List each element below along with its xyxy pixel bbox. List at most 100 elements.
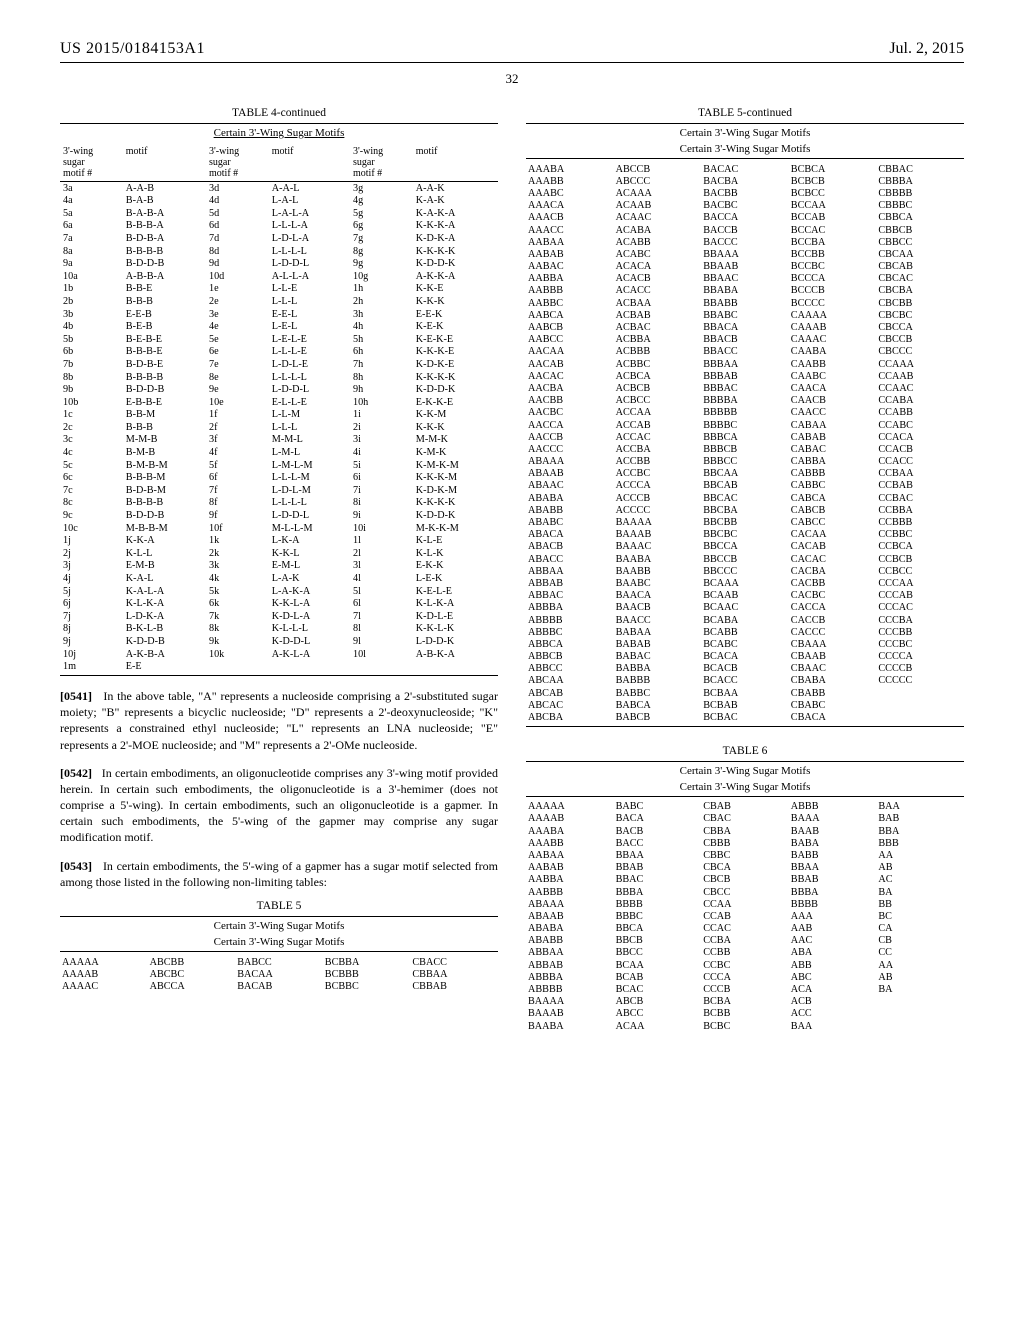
table-row: AABBBBBBACBCCBBBABA — [526, 886, 964, 898]
t4-h2: motif — [123, 145, 206, 181]
table5-cont: AAABAABCCBBACACBCBCACBBACAAABBABCCCBACBA… — [526, 163, 964, 724]
table-row: AACCCACCBABBBCBCABACCCACB — [526, 443, 964, 455]
table-row: 3jE-M-B3kE-M-L3lE-K-K — [60, 560, 498, 573]
table-row: 7cB-D-B-M7fL-D-L-M7iK-D-K-M — [60, 484, 498, 497]
table-row: AAACAACAABBACBCBCCAACBBBC — [526, 200, 964, 212]
table-row: 2jK-L-L2kK-K-L2lK-L-K — [60, 547, 498, 560]
table-row: ABBABBCAACCBCABBAA — [526, 959, 964, 971]
table-row: AABCBACBACBBACACAAABCBCCA — [526, 321, 964, 333]
table6-sub1: Certain 3'-Wing Sugar Motifs — [526, 765, 964, 777]
table-row: AACBAACBCBBBBACCAACACCAAC — [526, 382, 964, 394]
table-row: 8aB-B-B-B8dL-L-L-L8gK-K-K-K — [60, 245, 498, 258]
table-row: AAAAABABCCBABABBBBAA — [526, 801, 964, 813]
table-row: 4cB-M-B4fL-M-L4iK-M-K — [60, 446, 498, 459]
table-row: 9cB-D-D-B9fL-D-D-L9iK-D-D-K — [60, 509, 498, 522]
table-row: ABBCCBABBABCACBCBAACCCCCB — [526, 663, 964, 675]
table-row: AABCAACBABBBABCCAAAACBCBC — [526, 309, 964, 321]
table-row: AAABAABCCBBACACBCBCACBBAC — [526, 163, 964, 175]
table-row: ABACBBAAACBBCCACACABCCBCA — [526, 541, 964, 553]
table-row: ABABAACCCBBBCACCABCACCBAC — [526, 492, 964, 504]
table-row: AAAABABCBCBACAABCBBBCBBAA — [60, 968, 498, 980]
table-row: ABBAABAABBBBCCCCACBACCBCC — [526, 565, 964, 577]
table5cont-title: TABLE 5-continued — [526, 107, 964, 119]
table-row: ABBBABCABCCCAABCAB — [526, 971, 964, 983]
table-row: 5bB-E-B-E5eL-E-L-E5hK-E-K-E — [60, 333, 498, 346]
table-row: 4bB-E-B4eL-E-L4hK-E-K — [60, 320, 498, 333]
table-row: ABBCBBABACBCACACBAABCCCCA — [526, 651, 964, 663]
table5cont-sub2: Certain 3'-Wing Sugar Motifs — [526, 143, 964, 159]
table-row: 6bB-B-B-E6eL-L-L-E6hK-K-K-E — [60, 346, 498, 359]
table-row: ABBCABABABBCABCCBAAACCCBC — [526, 638, 964, 650]
table-row: AABBAACACBBBAACBCCCACBCAC — [526, 273, 964, 285]
table-row: 7jL-D-K-A7kK-D-L-A7lK-D-L-E — [60, 610, 498, 623]
table-row: 1mE-E — [60, 660, 498, 673]
table-row: 6aB-B-B-A6dL-L-L-A6gK-K-K-A — [60, 220, 498, 233]
table-row: ABCBABABCBBCBACCBACA — [526, 711, 964, 723]
table-row: 5cB-M-B-M5fL-M-L-M5iK-M-K-M — [60, 459, 498, 472]
table-row: 7aB-D-B-A7dL-D-L-A7gK-D-K-A — [60, 232, 498, 245]
table-row: 7bB-D-B-E7eL-D-L-E7hK-D-K-E — [60, 358, 498, 371]
table-row: 6jK-L-K-A6kK-K-L-A6lK-L-K-A — [60, 597, 498, 610]
table-row: ABCAABABBBBCACCCBABACCCCC — [526, 675, 964, 687]
table-row: ABBBABAACBBCAACCACCACCCAC — [526, 602, 964, 614]
table-row: 3bE-E-B3eE-E-L3hE-E-K — [60, 308, 498, 321]
table-row: 8bB-B-B-B8eL-L-L-L8hK-K-K-K — [60, 371, 498, 384]
table4-title: TABLE 4-continued — [60, 107, 498, 119]
table-row: AAACCACABABACCBBCCACCBBCB — [526, 224, 964, 236]
table-row: ABCACBABCABCBABCBABC — [526, 699, 964, 711]
table-row: AAABBBACCCBBBBABABBB — [526, 837, 964, 849]
table-row: ABCABBABBCBCBAACBABB — [526, 687, 964, 699]
table-row: ABAACACCCABBCABCABBCCCBAB — [526, 480, 964, 492]
para-0543: [0543] In certain embodiments, the 5'-wi… — [60, 858, 498, 890]
table-row: AABBABBACCBCBBBABAC — [526, 874, 964, 886]
table-row: 9aB-D-D-B9dL-D-D-L9gK-D-D-K — [60, 257, 498, 270]
table-row: ABABCBAAAABBCBBCABCCCCBBB — [526, 516, 964, 528]
table-row: 4aB-A-B4dL-A-L4gK-A-K — [60, 194, 498, 207]
table-row: 10cM-B-B-M10fM-L-L-M10iM-K-K-M — [60, 522, 498, 535]
table-row: ABAABBBBCCCABAAABC — [526, 910, 964, 922]
table-row: AAAAAABCBBBABCCBCBBACBACC — [60, 956, 498, 968]
table5-sub1: Certain 3'-Wing Sugar Motifs — [60, 920, 498, 932]
table-row: 9jK-D-D-B9kK-D-D-L9lL-D-D-K — [60, 635, 498, 648]
table-row: ABABBBBCBCCBAAACCB — [526, 935, 964, 947]
table-row: AABAAACABBBACCCBCCBACBBCC — [526, 236, 964, 248]
table-row: AACCAACCABBBBBCCABAACCABC — [526, 419, 964, 431]
table-row: AABABACABCBBAAABCCBBCBCAA — [526, 248, 964, 260]
table-row: AABCCACBBABBACBCAAACCBCCB — [526, 334, 964, 346]
t4-h4: motif — [269, 145, 350, 181]
table-row: 8cB-B-B-B8fL-L-L-L8iK-K-K-K — [60, 497, 498, 510]
table-row: ABBACBAACABCAABCACBCCCCAB — [526, 590, 964, 602]
table-row: AACBBACBCCBBBBACAACBCCABA — [526, 395, 964, 407]
table-row: 4jK-A-L4kL-A-K4lL-E-K — [60, 572, 498, 585]
table-row: ABAABACCBCBBCAACABBBCCBAA — [526, 468, 964, 480]
table-row: AACBCACCAABBBBBCAACCCCABB — [526, 407, 964, 419]
table6-sub2: Certain 3'-Wing Sugar Motifs — [526, 781, 964, 797]
table-row: AACABACBBCBBBAACAABBCCAAA — [526, 358, 964, 370]
table-row: 3aA-A-B3dA-A-L3gA-A-K — [60, 181, 498, 194]
table-row: AACACACBCABBBABCAABCCCAAB — [526, 370, 964, 382]
para-0541: [0541] In the above table, "A" represent… — [60, 688, 498, 753]
table-row: AAACBACAACBACCABCCABCBBCA — [526, 212, 964, 224]
table-row: 10bE-B-B-E10eE-L-L-E10hE-K-K-E — [60, 396, 498, 409]
table-row: 5jK-A-L-A5kL-A-K-A5lK-E-L-E — [60, 585, 498, 598]
right-column: TABLE 5-continued Certain 3'-Wing Sugar … — [526, 107, 964, 1032]
page-number: 32 — [60, 71, 964, 87]
table4: 3'-wing sugar motif # motif 3'-wing suga… — [60, 145, 498, 673]
t4-h5: 3'-wing sugar motif # — [350, 145, 413, 181]
table-row: 10aA-B-B-A10dA-L-L-A10gA-K-K-A — [60, 270, 498, 283]
table-row: AAABABACBCBBABAABBBA — [526, 825, 964, 837]
table-row: ABBAABBCCCCBBABACC — [526, 947, 964, 959]
table-row: AABACACACABBAABBCCBCCBCAB — [526, 261, 964, 273]
table-row: ABAAABBBBCCAABBBBBB — [526, 898, 964, 910]
table-row: ABBBBBAACCBCABACACCBCCCBA — [526, 614, 964, 626]
table-row: BAAAAABCBBCBAACB — [526, 996, 964, 1008]
table-row: AABABBBABCBCABBAAAB — [526, 862, 964, 874]
table-row: AAAACABCCABACABBCBBCCBBAB — [60, 980, 498, 992]
table-row: AABBBACACCBBABABCCCBCBCBA — [526, 285, 964, 297]
table-row: 2cB-B-B2fL-L-L2iK-K-K — [60, 421, 498, 434]
table-row: ABACABAAABBBCBCCACAACCBBC — [526, 529, 964, 541]
table-row: BAABAACAABCBCBAA — [526, 1020, 964, 1032]
table-row: 5aB-A-B-A5dL-A-L-A5gK-A-K-A — [60, 207, 498, 220]
table-row: AACCBACCACBBBCACABABCCACA — [526, 431, 964, 443]
table-row: ABAAAACCBBBBBCCCABBACCACC — [526, 456, 964, 468]
